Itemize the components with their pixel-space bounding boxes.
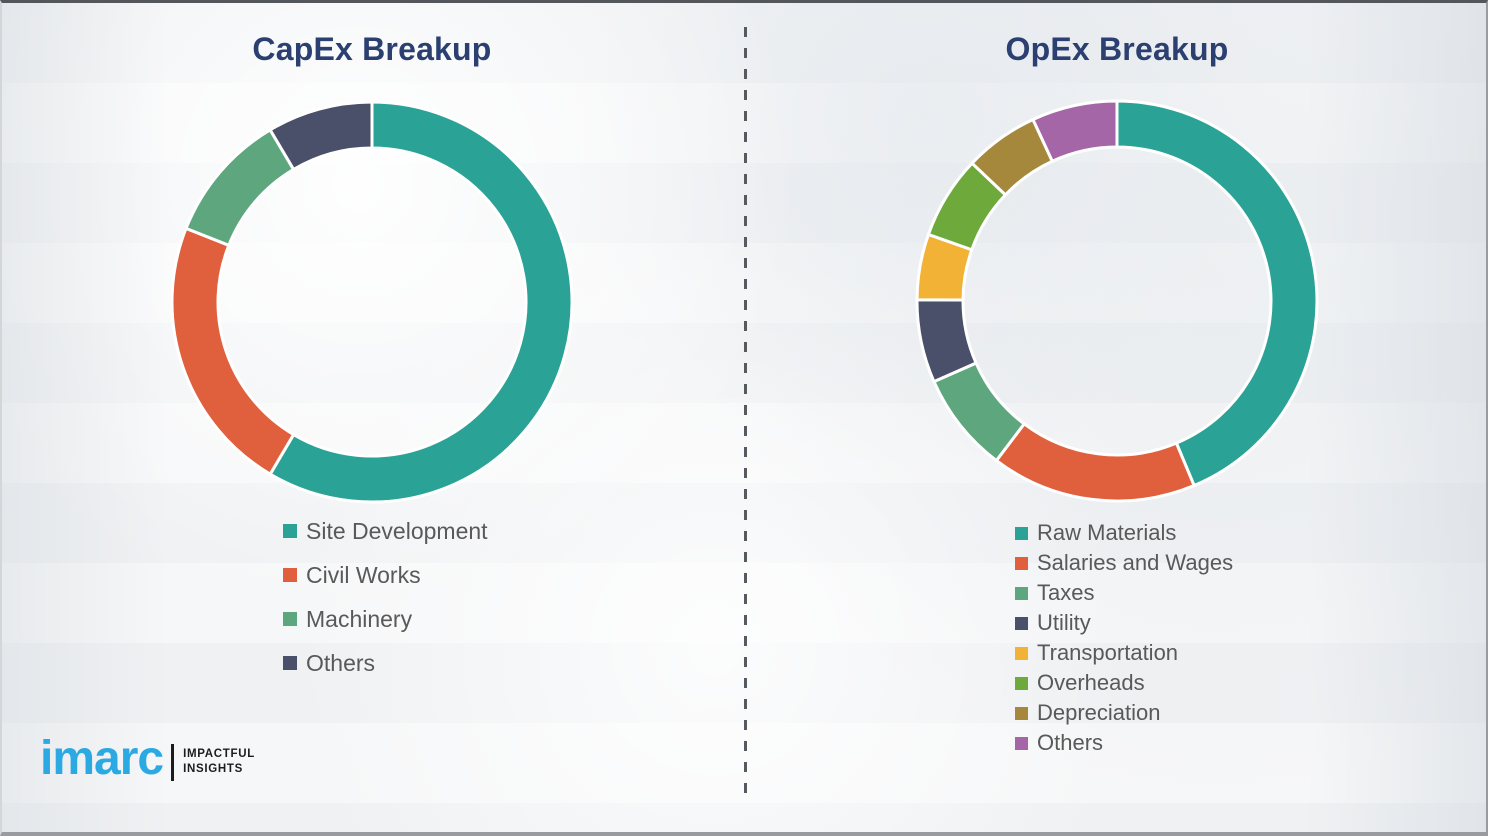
legend-item-transportation: Transportation [1015, 638, 1233, 668]
legend-label-civil-works: Civil Works [306, 561, 421, 588]
legend-marker-taxes [1015, 586, 1028, 600]
legend-label-depreciation: Depreciation [1037, 700, 1161, 725]
legend-item-machinery: Machinery [283, 597, 488, 641]
legend-item-site-development: Site Development [283, 509, 488, 553]
legend-marker-salaries-and-wages [1015, 556, 1028, 570]
donut-segment-raw-materials [1115, 99, 1319, 488]
legend-label-raw-materials: Raw Materials [1037, 520, 1177, 545]
legend-marker-others [1015, 736, 1028, 750]
legend-item-taxes: Taxes [1015, 578, 1233, 608]
legend-marker-overheads [1015, 676, 1028, 690]
legend-item-others: Others [283, 641, 488, 685]
capex-legend: Site Development Civil Works Machinery Othe… [283, 509, 488, 685]
legend-label-overheads: Overheads [1037, 670, 1145, 695]
legend-label-others: Others [306, 649, 376, 676]
legend-item-civil-works: Civil Works [283, 553, 488, 597]
legend-item-overheads: Overheads [1015, 668, 1233, 698]
donut-segment-civil-works [170, 226, 296, 477]
logo-tagline: IMPACTFUL INSIGHTS [183, 747, 255, 777]
donut-segment-machinery [184, 127, 296, 248]
donut-segment-site-development [268, 100, 574, 504]
legend-label-taxes: Taxes [1037, 580, 1095, 605]
opex-chart-title: OpEx Breakup [1005, 31, 1229, 67]
legend-item-depreciation: Depreciation [1015, 698, 1233, 728]
legend-label-utility: Utility [1037, 610, 1091, 635]
opex-donut-chart [915, 99, 1319, 503]
legend-item-raw-materials: Raw Materials [1015, 518, 1233, 548]
legend-marker-depreciation [1015, 706, 1028, 720]
logo-tagline-line1: IMPACTFUL [183, 748, 255, 761]
imarc-logo-wordmark: imarc [40, 732, 164, 785]
legend-label-machinery: Machinery [306, 605, 413, 632]
legend-marker-others [283, 656, 297, 670]
legend-item-salaries-and-wages: Salaries and Wages [1015, 548, 1233, 578]
legend-marker-site-development [283, 524, 297, 538]
legend-marker-raw-materials [1015, 526, 1028, 540]
capex-chart-title: CapEx Breakup [252, 31, 492, 67]
legend-marker-transportation [1015, 646, 1028, 660]
legend-label-transportation: Transportation [1037, 640, 1179, 665]
logo-tagline-line2: INSIGHTS [183, 763, 244, 775]
legend-label-salaries-and-wages: Salaries and Wages [1037, 550, 1234, 575]
logo-divider-bar [171, 743, 175, 781]
opex-legend: Raw Materials Salaries and Wages Taxes Util… [1015, 518, 1233, 758]
legend-label-site-development: Site Development [306, 517, 488, 544]
imarc-logo: imarc IMPACTFUL INSIGHTS [40, 732, 255, 786]
legend-marker-machinery [283, 612, 297, 626]
donut-segment-salaries-and-wages [994, 421, 1197, 503]
legend-item-others: Others [1015, 728, 1233, 758]
legend-item-utility: Utility [1015, 608, 1233, 638]
vertical-dashed-divider [744, 27, 747, 793]
donut-segment-others [268, 100, 374, 172]
capex-donut-chart [170, 100, 574, 504]
legend-marker-civil-works [283, 568, 297, 582]
legend-label-others: Others [1037, 730, 1104, 755]
legend-marker-utility [1015, 616, 1028, 630]
donut-segment-others [1030, 99, 1119, 164]
